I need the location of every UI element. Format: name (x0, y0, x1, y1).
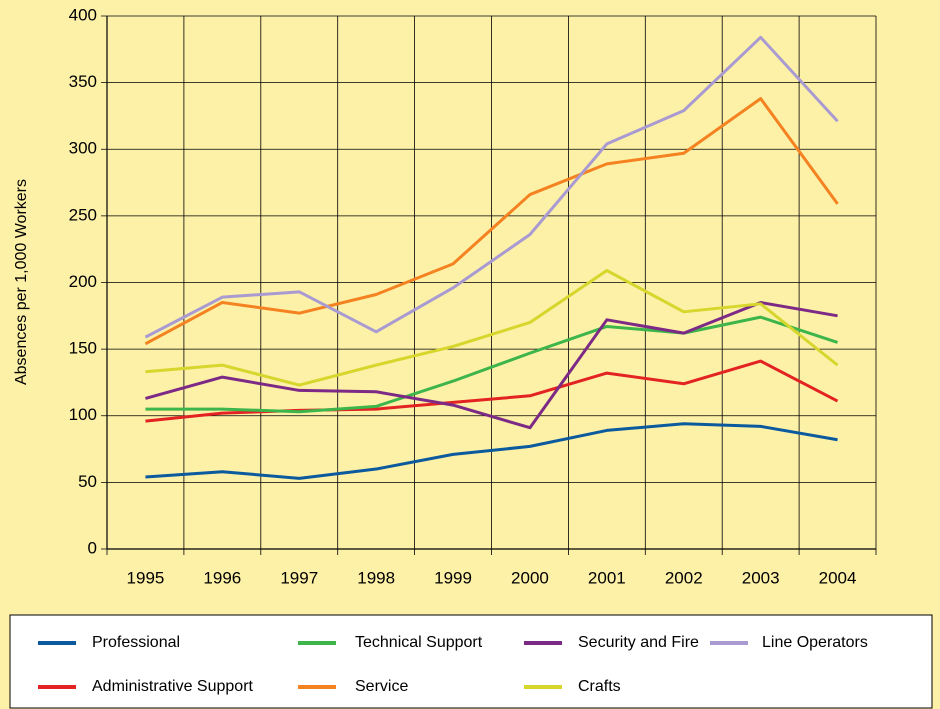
x-tick-label: 2000 (511, 568, 549, 587)
series-line (145, 269, 839, 387)
x-tick-label: 1996 (203, 568, 241, 587)
x-tick-label: 1997 (280, 568, 318, 587)
y-tick-label: 100 (69, 405, 97, 424)
y-tick-label: 350 (69, 72, 97, 91)
series-line (145, 315, 839, 414)
x-tick-label: 1999 (434, 568, 472, 587)
legend-label: Line Operators (762, 634, 868, 651)
y-axis-label: Absences per 1,000 Workers (13, 179, 30, 385)
legend-label: Professional (92, 634, 180, 651)
x-tick-label: 2004 (819, 568, 857, 587)
legend-label: Service (355, 678, 408, 695)
y-tick-label: 400 (69, 5, 97, 24)
series-line (145, 422, 838, 480)
series-line (145, 300, 838, 430)
y-tick-label: 200 (69, 272, 97, 291)
legend-label: Technical Support (355, 634, 483, 651)
legend (9, 614, 933, 709)
x-tick-label: 1995 (127, 568, 165, 587)
x-tick-label: 1998 (357, 568, 395, 587)
y-tick-label: 50 (78, 472, 97, 491)
y-tick-label: 250 (69, 205, 97, 224)
y-tick-label: 150 (69, 339, 97, 358)
x-tick-label: 2002 (665, 568, 703, 587)
y-tick-label: 0 (88, 538, 97, 557)
legend-label: Administrative Support (92, 678, 254, 695)
series-line (144, 35, 839, 339)
y-tick-label: 300 (69, 139, 97, 158)
series-line (144, 97, 839, 346)
x-tick-label: 2001 (588, 568, 626, 587)
legend-label: Security and Fire (578, 634, 699, 651)
legend-label: Crafts (578, 678, 621, 695)
x-tick-label: 2003 (742, 568, 780, 587)
